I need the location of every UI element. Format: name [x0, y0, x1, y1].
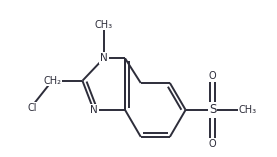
Text: O: O	[209, 71, 216, 81]
Text: O: O	[209, 138, 216, 149]
Text: CH₂: CH₂	[43, 76, 61, 86]
Text: N: N	[90, 105, 98, 115]
Text: CH₃: CH₃	[95, 20, 113, 30]
Text: Cl: Cl	[28, 103, 37, 113]
Text: CH₃: CH₃	[238, 105, 257, 115]
Text: N: N	[100, 53, 107, 63]
Text: S: S	[209, 103, 216, 116]
